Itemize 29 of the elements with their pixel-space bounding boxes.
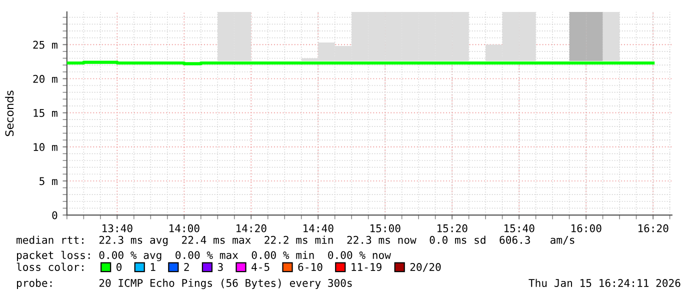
- text: packet loss: 0.00 % avg 0.00 % max 0.00 % min 0.00 % now: [17, 250, 391, 262]
- legend-label: 2: [184, 263, 189, 271]
- x-tick-label: 15:00: [370, 224, 400, 232]
- x-tick-label: 14:20: [236, 224, 266, 232]
- x-tick-label: 15:40: [504, 224, 534, 232]
- y-tick-label: 5 m: [40, 177, 58, 186]
- y-tick-label: 25 m: [33, 40, 58, 49]
- x-tick-label: 13:40: [102, 224, 132, 232]
- text: probe: 20 ICMP Echo Pings (56 Bytes) every 300s: [17, 278, 352, 290]
- legend-label: 1: [150, 263, 156, 271]
- legend-label: 11-19: [352, 263, 382, 271]
- legend-label: 3: [218, 263, 223, 271]
- x-tick-label: 14:40: [304, 224, 334, 232]
- x-tick-label: 16:00: [571, 224, 602, 232]
- text: median rtt: 22.3 ms avg 22.4 ms max 22.2 ms min 22.3 ms now 0.0 ms sd 606.3 am/s: [16, 236, 574, 246]
- x-tick-label: 16:20: [638, 224, 668, 232]
- legend-label: 4-5: [252, 263, 270, 271]
- y-tick-label: 20 m: [33, 74, 58, 83]
- legend-title: loss color:: [16, 262, 84, 271]
- y-axis-title: Seconds: [5, 90, 14, 136]
- x-tick-label: 15:20: [437, 224, 468, 232]
- legend-label: 0: [116, 263, 122, 271]
- x-tick-label: 14:00: [170, 224, 200, 232]
- y-tick-label: 15 m: [34, 109, 58, 117]
- y-tick-label: 0: [52, 211, 58, 220]
- y-tick-label: 10 m: [34, 143, 58, 152]
- legend-label: 6-10: [298, 263, 322, 271]
- text: Thu Jan 15 16:24:11 2026: [528, 278, 680, 288]
- legend-label: 20/20: [410, 263, 441, 272]
